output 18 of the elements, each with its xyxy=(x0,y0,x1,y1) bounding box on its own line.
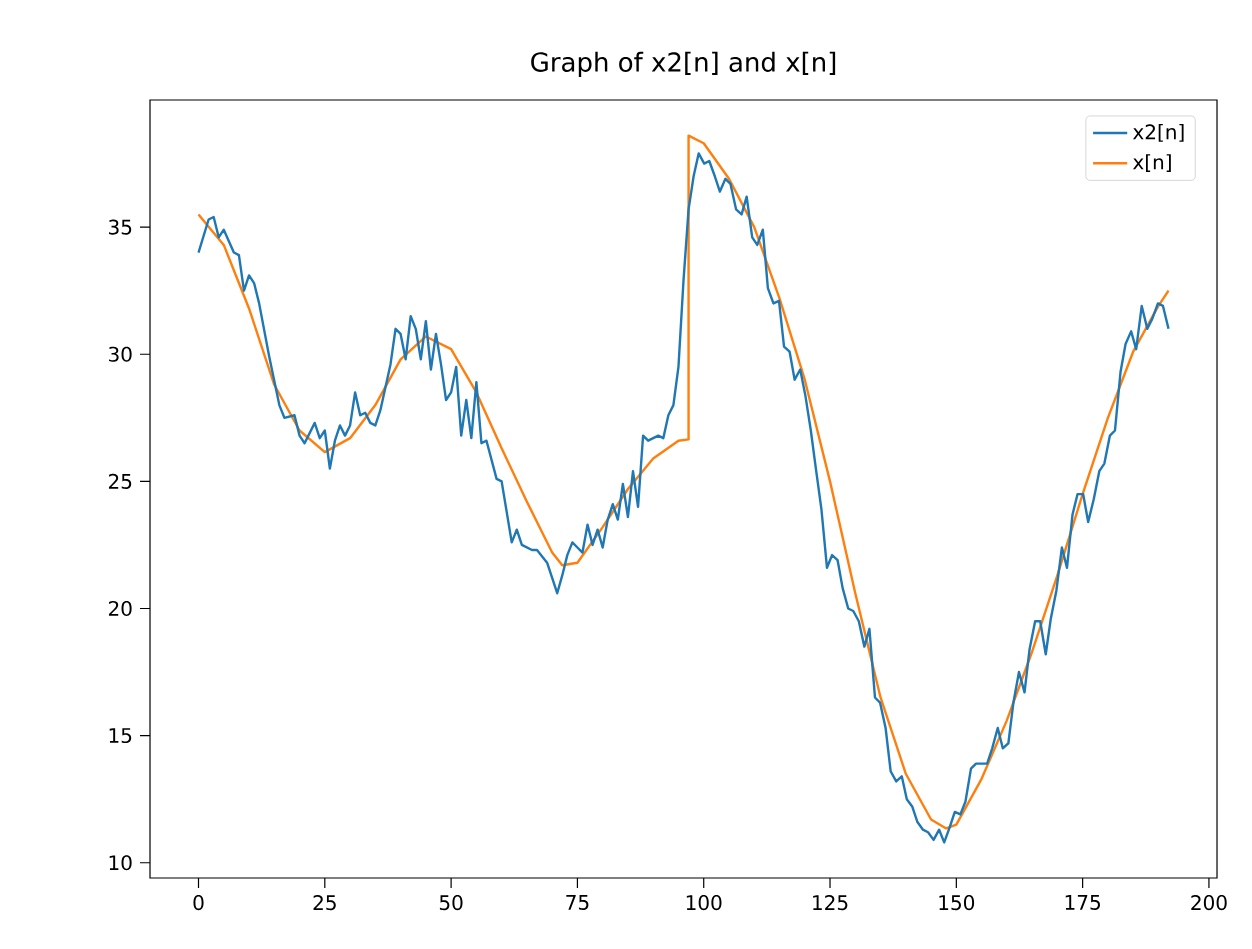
chart-title: Graph of x2[n] and x[n] xyxy=(531,51,836,77)
y-tick-label: 20 xyxy=(108,600,132,617)
y-tick-label: 15 xyxy=(109,728,132,744)
x-tick-label: 75 xyxy=(566,895,589,910)
x-tick-label: 100 xyxy=(686,895,722,911)
legend-label: x2[n] xyxy=(1132,123,1184,142)
x-tick-label: 0 xyxy=(193,895,204,911)
x-tick-label: 150 xyxy=(939,895,975,911)
y-tick-label: 35 xyxy=(109,219,132,235)
y-tick-label: 10 xyxy=(109,855,132,871)
y-tick-label: 30 xyxy=(109,346,132,362)
y-tick-label: 25 xyxy=(108,473,132,489)
x-tick-label: 175 xyxy=(1065,895,1100,910)
x-tick-label: 25 xyxy=(313,895,336,911)
x-tick-label: 200 xyxy=(1191,895,1227,911)
x-tick-label: 50 xyxy=(439,895,463,911)
legend-label: x[n] xyxy=(1132,154,1171,172)
x-tick-label: 125 xyxy=(813,895,848,911)
